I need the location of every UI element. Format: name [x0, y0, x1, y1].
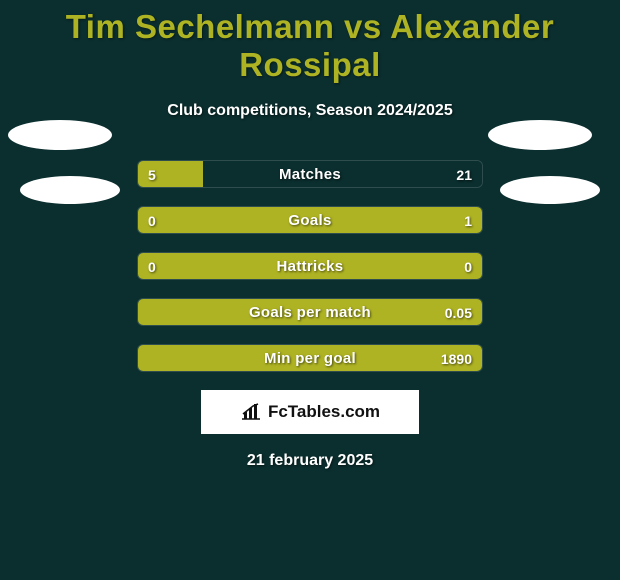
stat-row: Min per goal1890 — [137, 344, 483, 372]
stat-row: 0Goals1 — [137, 206, 483, 234]
stat-label: Goals — [138, 207, 482, 234]
stat-label: Goals per match — [138, 299, 482, 326]
stat-row: 5Matches21 — [137, 160, 483, 188]
stat-row: Goals per match0.05 — [137, 298, 483, 326]
stat-right-value: 21 — [456, 161, 472, 188]
stat-label: Min per goal — [138, 345, 482, 372]
stat-right-value: 1 — [464, 207, 472, 234]
date-line: 21 february 2025 — [0, 452, 620, 470]
brand-box[interactable]: FcTables.com — [201, 390, 419, 434]
stat-right-value: 1890 — [441, 345, 472, 372]
stat-label: Hattricks — [138, 253, 482, 280]
page-title: Tim Sechelmann vs Alexander Rossipal — [0, 0, 620, 84]
comparison-bars: 5Matches210Goals10Hattricks0Goals per ma… — [137, 160, 483, 372]
stat-row: 0Hattricks0 — [137, 252, 483, 280]
avatar-left-top — [8, 120, 112, 150]
stat-label: Matches — [138, 161, 482, 188]
subtitle: Club competitions, Season 2024/2025 — [0, 102, 620, 120]
brand-text: FcTables.com — [268, 402, 380, 422]
stat-right-value: 0.05 — [445, 299, 472, 326]
avatar-right-bottom — [500, 176, 600, 204]
stat-right-value: 0 — [464, 253, 472, 280]
avatar-right-top — [488, 120, 592, 150]
bar-chart-icon — [240, 403, 262, 421]
avatar-left-bottom — [20, 176, 120, 204]
